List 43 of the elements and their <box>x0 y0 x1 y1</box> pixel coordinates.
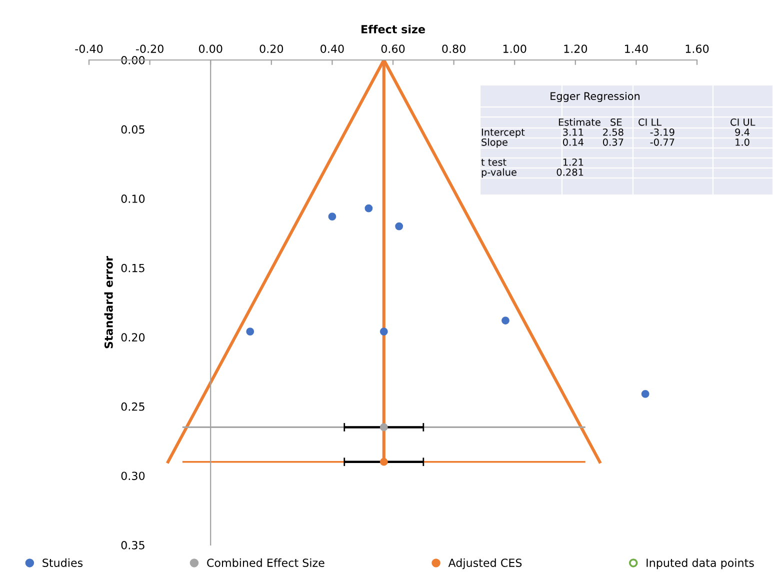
text: 0.37 <box>602 138 624 146</box>
y-tick-label: 0.15 <box>121 264 144 272</box>
text: -3.19 <box>650 128 674 136</box>
legend-label: Combined Effect Size <box>207 558 324 567</box>
category-label: CI UL <box>730 118 756 126</box>
legend-label: Inputed data points <box>646 558 754 570</box>
category-label: Intercept <box>482 128 525 138</box>
text: 9.4 <box>735 128 750 136</box>
text: Egger Regression <box>550 92 640 102</box>
x-tick-label: -0.40 <box>75 44 103 53</box>
x-tick-label: 1.20 <box>564 44 588 53</box>
x-axis-title: Effect size <box>362 24 425 34</box>
x-tick-label: 0.40 <box>320 44 344 53</box>
x-tick-label: 0.00 <box>198 44 222 53</box>
text: -0.77 <box>650 138 674 146</box>
text: 3.11 <box>563 128 584 136</box>
y-tick-label: 0.25 <box>121 402 144 411</box>
category-label: Estimate <box>558 118 600 126</box>
text: 0.281 <box>556 168 584 176</box>
x-tick-label: 1.40 <box>625 44 648 53</box>
legend-label: Adjusted CES <box>448 558 522 570</box>
x-tick-label: 0.20 <box>260 44 284 53</box>
text: 1.21 <box>563 158 584 166</box>
text: 2.58 <box>603 128 624 136</box>
category-label: CI LL <box>638 118 662 126</box>
category-label: t test <box>481 158 506 166</box>
y-tick-label: 0.35 <box>121 540 144 550</box>
x-tick-label: 1.00 <box>503 44 526 53</box>
y-axis-title: Standard error <box>104 256 113 348</box>
x-tick-label: 0.60 <box>381 44 405 53</box>
y-tick-label: 0.10 <box>121 194 145 203</box>
category-label: SE <box>610 118 622 126</box>
text: 0.14 <box>562 138 584 146</box>
y-tick-label: 0.05 <box>121 125 144 134</box>
legend-label: Studies <box>42 558 83 567</box>
x-tick-label: -0.20 <box>136 44 164 53</box>
y-tick-label: 0.30 <box>121 472 145 480</box>
category-label: Slope <box>482 138 508 148</box>
text: 1.0 <box>736 138 750 146</box>
y-tick-label: 0.20 <box>121 333 145 342</box>
x-tick-label: 1.60 <box>686 44 709 53</box>
x-tick-label: 0.80 <box>442 44 466 53</box>
category-label: p-value <box>482 168 516 178</box>
